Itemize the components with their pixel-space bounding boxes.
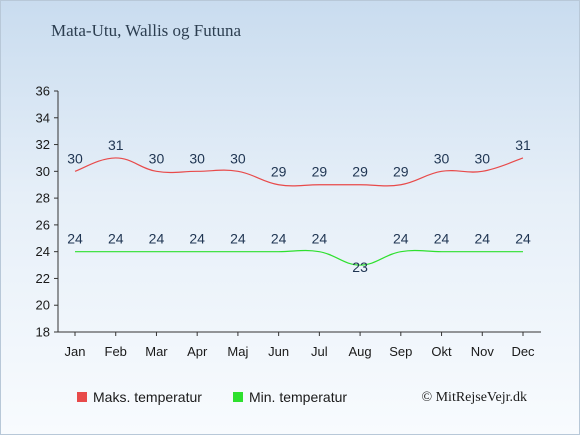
min-data-label: 24	[189, 231, 205, 247]
x-tick-label: Okt	[431, 344, 452, 359]
max-data-label: 30	[434, 150, 450, 166]
y-tick-label: 24	[36, 244, 50, 259]
min-data-label: 24	[515, 231, 531, 247]
max-data-label: 29	[393, 164, 409, 180]
chart-title: Mata-Utu, Wallis og Futuna	[51, 21, 242, 40]
max-data-label: 30	[474, 150, 490, 166]
max-data-label: 30	[230, 150, 246, 166]
x-tick-label: Nov	[471, 344, 495, 359]
min-data-label: 24	[67, 231, 83, 247]
legend-swatch-max	[77, 392, 87, 402]
x-tick-label: Apr	[187, 344, 208, 359]
data-labels: 30 31 30 30 30 29 29 29 29 30 30 31 24 24 24 24 24 24 24 23…	[67, 137, 531, 275]
min-data-label: 24	[312, 231, 328, 247]
x-tick-label: Feb	[105, 344, 127, 359]
x-tick-label: Sep	[389, 344, 412, 359]
y-tick-label: 18	[36, 325, 50, 340]
x-tick-label: Dec	[511, 344, 535, 359]
max-data-label: 29	[271, 164, 287, 180]
x-tick-label: Maj	[227, 344, 248, 359]
legend-label-max: Maks. temperatur	[93, 389, 202, 405]
y-tick-label: 34	[36, 110, 50, 125]
x-tick-label: Jul	[311, 344, 328, 359]
min-data-label: 24	[393, 231, 409, 247]
y-tick-label: 36	[36, 84, 50, 99]
x-tick-label: Jun	[268, 344, 289, 359]
max-data-label: 29	[352, 164, 368, 180]
min-data-label: 24	[434, 231, 450, 247]
y-tick-label: 32	[36, 137, 50, 152]
x-tick-label: Jan	[65, 344, 86, 359]
series-line-max	[74, 157, 524, 187]
max-data-label: 31	[108, 137, 124, 153]
legend-label-min: Min. temperatur	[249, 389, 348, 405]
min-data-label: 24	[474, 231, 490, 247]
min-data-label: 24	[271, 231, 287, 247]
series-lines	[74, 157, 524, 266]
max-data-label: 30	[149, 150, 165, 166]
y-tick-label: 22	[36, 271, 50, 286]
credit-text: © MitRejseVejr.dk	[421, 390, 527, 405]
min-data-label: 24	[230, 231, 246, 247]
x-tick-label: Mar	[145, 344, 168, 359]
series-line-min	[74, 249, 523, 266]
y-tick-label: 30	[36, 164, 50, 179]
legend-item-min: Min. temperatur	[233, 389, 347, 405]
min-data-label: 23	[352, 259, 368, 275]
min-data-label: 24	[149, 231, 165, 247]
legend-swatch-min	[233, 392, 243, 402]
max-data-label: 29	[312, 164, 328, 180]
y-tick-label: 26	[36, 217, 50, 232]
min-data-label: 24	[108, 231, 124, 247]
max-data-label: 30	[67, 150, 83, 166]
legend-item-max: Maks. temperatur	[77, 389, 202, 405]
max-data-label: 31	[515, 137, 531, 153]
y-tick-label: 28	[36, 191, 50, 206]
y-tick-label: 20	[36, 298, 50, 313]
x-tick-label: Aug	[349, 344, 372, 359]
axes: 18 20 22 24 26 28 30 32 34 36 Jan Feb Mar Apr Maj Jun Ju…	[36, 84, 541, 359]
max-data-label: 30	[189, 150, 205, 166]
